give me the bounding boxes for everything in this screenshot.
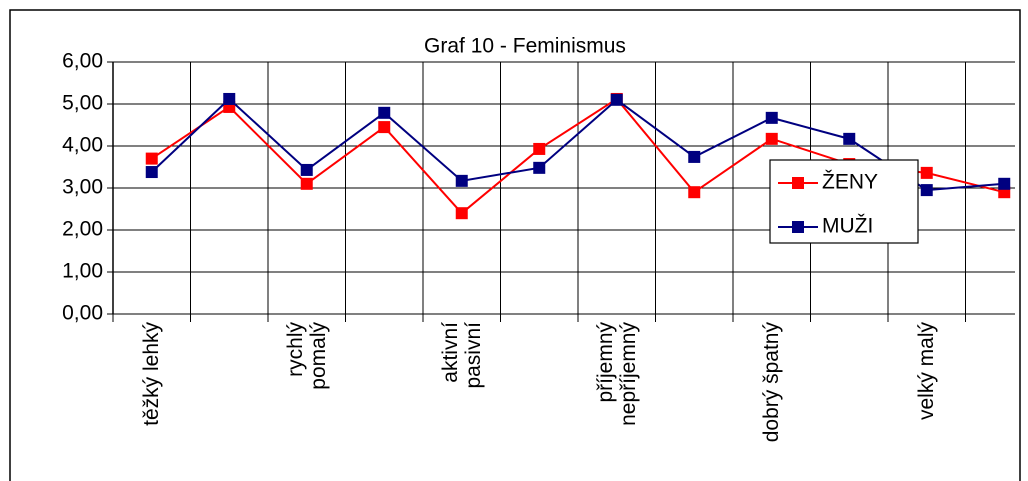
x-tick-label: příjemný nepříjemný: [593, 322, 640, 426]
data-point: [998, 177, 1011, 190]
y-tick-label: 2,00: [62, 218, 103, 241]
y-tick-label: 3,00: [62, 176, 103, 199]
data-point: [533, 161, 546, 174]
y-tick-label: 5,00: [62, 92, 103, 115]
legend-marker: [792, 221, 804, 233]
y-tick-label: 0,00: [62, 302, 103, 325]
x-tick-label: aktivní pasivní: [438, 322, 485, 389]
x-tick-label: těžký lehký: [140, 322, 164, 426]
data-point: [378, 106, 391, 119]
x-tick-label: velký malý: [915, 322, 939, 421]
y-tick-label: 6,00: [62, 50, 103, 73]
data-point: [455, 207, 468, 220]
data-point: [688, 150, 701, 163]
data-point: [610, 93, 623, 106]
chart-frame: [9, 9, 1021, 481]
data-point: [920, 184, 933, 197]
data-point: [300, 163, 313, 176]
data-point: [533, 142, 546, 155]
data-point: [843, 132, 856, 145]
x-tick-label: dobrý špatný: [760, 322, 784, 443]
data-point: [378, 121, 391, 134]
legend-box: [769, 159, 919, 244]
data-point: [300, 177, 313, 190]
data-point: [920, 166, 933, 179]
legend-label: ŽENY: [822, 171, 878, 194]
chart-title: Graf 10 - Feminismus: [424, 35, 626, 58]
series-line: [151, 97, 1005, 192]
legend-marker: [792, 177, 804, 189]
data-point: [223, 92, 236, 105]
y-tick-label: 1,00: [62, 260, 103, 283]
data-point: [455, 174, 468, 187]
data-point: [765, 111, 778, 124]
data-point: [688, 186, 701, 199]
legend-label: MUŽI: [822, 215, 873, 238]
data-point: [145, 152, 158, 165]
data-point: [145, 166, 158, 179]
x-tick-label: rychlý pomalý: [283, 322, 330, 390]
data-point: [765, 132, 778, 145]
y-tick-label: 4,00: [62, 134, 103, 157]
